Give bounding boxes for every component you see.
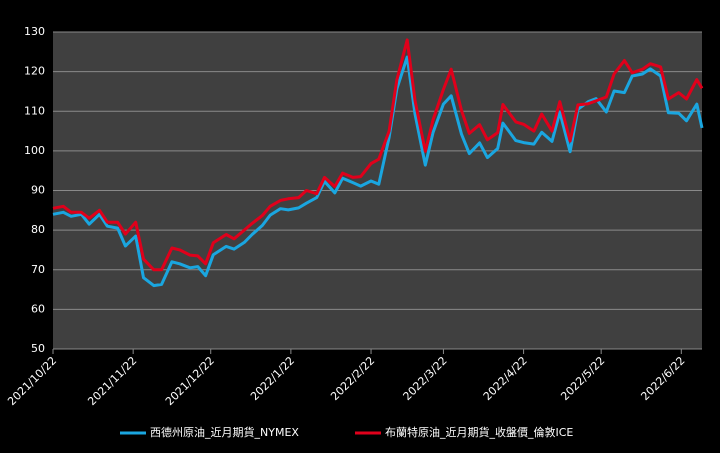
legend-label: 西德州原油_近月期貨_NYMEX: [150, 425, 299, 439]
legend-label: 布蘭特原油_近月期貨_收盤價_倫敦ICE: [385, 425, 573, 439]
y-tick-label: 90: [31, 184, 45, 197]
y-tick-label: 80: [31, 223, 45, 236]
y-tick-label: 100: [24, 144, 45, 157]
series-line: [52, 55, 704, 288]
y-tick-label: 120: [24, 65, 45, 78]
y-tick-label: 130: [24, 25, 45, 38]
series-line: [52, 38, 704, 272]
y-tick-label: 60: [31, 302, 45, 315]
y-tick-label: 110: [24, 104, 45, 117]
y-tick-label: 50: [31, 342, 45, 355]
y-tick-label: 70: [31, 263, 45, 276]
